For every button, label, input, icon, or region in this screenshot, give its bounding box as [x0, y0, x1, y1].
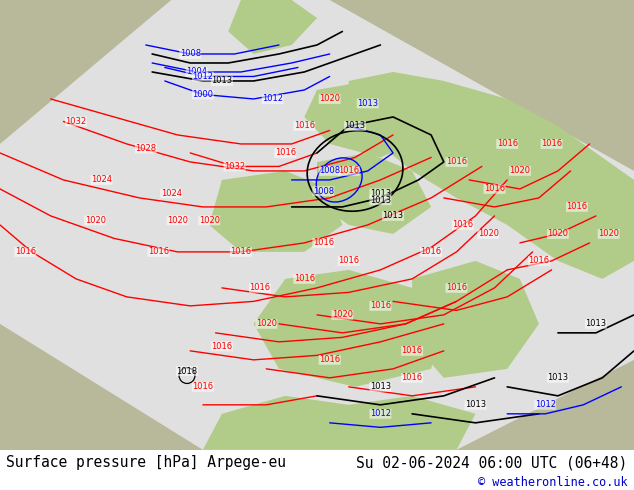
Text: Su 02-06-2024 06:00 UTC (06+48): Su 02-06-2024 06:00 UTC (06+48)	[356, 455, 628, 470]
Text: 1016: 1016	[230, 247, 252, 256]
Text: 1020: 1020	[84, 216, 106, 225]
Polygon shape	[304, 81, 431, 157]
Text: 1016: 1016	[294, 122, 315, 130]
Text: 1012: 1012	[192, 72, 214, 81]
Polygon shape	[0, 0, 634, 450]
Text: 1012: 1012	[534, 400, 556, 409]
Text: 1016: 1016	[401, 373, 423, 382]
Polygon shape	[203, 396, 476, 450]
Text: 1013: 1013	[382, 211, 404, 220]
Text: 1016: 1016	[15, 247, 36, 256]
Text: 1016: 1016	[452, 220, 474, 229]
Text: 1004: 1004	[186, 68, 207, 76]
Text: 1012: 1012	[370, 409, 391, 418]
Text: 1013: 1013	[211, 76, 233, 85]
Text: 1016: 1016	[420, 247, 442, 256]
Text: 1013: 1013	[357, 99, 378, 108]
Text: 1016: 1016	[484, 184, 505, 194]
Text: Surface pressure [hPa] Arpege-eu: Surface pressure [hPa] Arpege-eu	[6, 455, 287, 470]
Text: 1013: 1013	[370, 196, 391, 205]
Text: 1016: 1016	[275, 148, 296, 157]
Text: 1013: 1013	[370, 189, 391, 198]
Text: 1032: 1032	[65, 117, 87, 126]
Text: 1008: 1008	[179, 49, 201, 58]
Text: 1013: 1013	[585, 319, 607, 328]
Text: 1016: 1016	[370, 301, 391, 310]
Polygon shape	[412, 261, 539, 378]
Text: 1013: 1013	[547, 373, 569, 382]
Text: 1020: 1020	[332, 310, 353, 319]
Text: 1032: 1032	[224, 162, 245, 171]
Polygon shape	[209, 171, 342, 252]
Text: 1012: 1012	[262, 95, 283, 103]
Text: 1013: 1013	[465, 400, 486, 409]
Text: 1020: 1020	[477, 229, 499, 239]
Text: 1013: 1013	[344, 122, 366, 130]
Text: 1016: 1016	[249, 283, 271, 293]
Polygon shape	[254, 270, 444, 387]
Text: 1016: 1016	[338, 256, 359, 266]
Text: 1020: 1020	[256, 319, 277, 328]
Text: 1016: 1016	[496, 140, 518, 148]
Text: 1016: 1016	[541, 140, 562, 148]
Text: 1016: 1016	[528, 256, 550, 266]
Text: 1020: 1020	[319, 95, 340, 103]
Polygon shape	[228, 0, 317, 54]
Text: 1016: 1016	[338, 167, 359, 175]
Text: 1016: 1016	[313, 239, 334, 247]
Text: 1008: 1008	[313, 187, 334, 196]
Text: 1020: 1020	[547, 229, 569, 239]
Text: 1016: 1016	[148, 247, 169, 256]
Text: 1016: 1016	[401, 346, 423, 355]
Text: 1016: 1016	[211, 342, 233, 351]
Polygon shape	[317, 153, 431, 234]
Text: 1020: 1020	[198, 216, 220, 225]
Text: 1018: 1018	[176, 367, 198, 376]
Text: 1016: 1016	[446, 157, 467, 167]
Text: 1020: 1020	[509, 167, 531, 175]
Text: 1028: 1028	[135, 144, 157, 153]
Text: 1000: 1000	[192, 90, 214, 99]
Text: 1016: 1016	[319, 355, 340, 365]
Text: 1020: 1020	[598, 229, 619, 239]
Text: 1020: 1020	[167, 216, 188, 225]
Text: 1008: 1008	[319, 167, 340, 175]
Text: 1016: 1016	[446, 283, 467, 293]
Text: © weatheronline.co.uk: © weatheronline.co.uk	[478, 476, 628, 490]
Text: 1013: 1013	[370, 382, 391, 392]
Text: 1024: 1024	[91, 175, 112, 184]
Text: 1016: 1016	[566, 202, 588, 211]
Text: 1024: 1024	[160, 189, 182, 198]
Polygon shape	[349, 72, 634, 279]
Text: 1016: 1016	[294, 274, 315, 283]
Text: 1016: 1016	[192, 382, 214, 392]
